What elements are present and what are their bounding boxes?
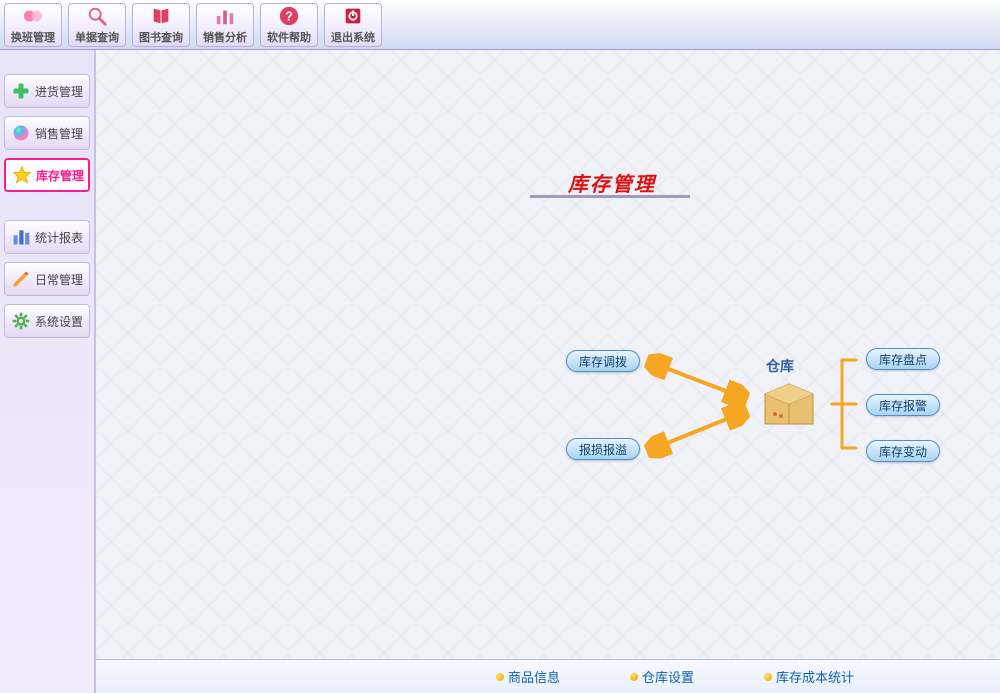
sidebar-reports-button[interactable]: 统计报表	[4, 220, 90, 254]
chart-icon	[214, 5, 236, 27]
footer-label: 库存成本统计	[776, 667, 854, 686]
footer-bar: 商品信息 仓库设置 库存成本统计	[96, 659, 1000, 693]
pill-loss-overflow[interactable]: 报损报溢	[566, 438, 640, 460]
toolbar-sales-analysis-button[interactable]: 销售分析	[196, 3, 254, 47]
plus-icon	[11, 81, 31, 101]
help-icon: ?	[278, 5, 300, 27]
toolbar-book-search-button[interactable]: 图书查询	[132, 3, 190, 47]
inventory-diagram: 库存调拨 报损报溢 仓库 库存盘点 库存报警 库存变动	[566, 310, 986, 490]
toolbar-shift-button[interactable]: 换班管理	[4, 3, 62, 47]
exit-icon	[342, 5, 364, 27]
bullet-icon	[764, 673, 772, 681]
pill-stock-check[interactable]: 库存盘点	[866, 348, 940, 370]
toolbar-exit-button[interactable]: 退出系统	[324, 3, 382, 47]
main-content: 库存管理 库存调拨 报损报溢 仓库 库存盘点 库存报警 库存	[95, 50, 1000, 693]
toolbar-label: 销售分析	[203, 29, 247, 45]
bracket-icon	[830, 350, 860, 458]
sidebar-purchase-button[interactable]: 进货管理	[4, 74, 90, 108]
toolbar-label: 单据查询	[75, 29, 119, 45]
search-icon	[86, 5, 108, 27]
pill-stock-change[interactable]: 库存变动	[866, 440, 940, 462]
book-icon	[150, 5, 172, 27]
pencil-icon	[11, 269, 31, 289]
footer-link-cost-stats[interactable]: 库存成本统计	[764, 667, 854, 686]
star-icon	[12, 165, 32, 185]
warehouse-box-icon	[761, 378, 817, 430]
svg-text:?: ?	[285, 8, 293, 23]
sidebar-label: 进货管理	[35, 83, 83, 100]
bars-icon	[11, 227, 31, 247]
toolbar-label: 换班管理	[11, 29, 55, 45]
warehouse-label: 仓库	[766, 356, 794, 376]
footer-label: 商品信息	[508, 667, 560, 686]
toolbar-help-button[interactable]: ? 软件帮助	[260, 3, 318, 47]
shift-icon	[22, 5, 44, 27]
footer-label: 仓库设置	[642, 667, 694, 686]
sidebar-inventory-button[interactable]: 库存管理	[4, 158, 90, 192]
sidebar-daily-button[interactable]: 日常管理	[4, 262, 90, 296]
toolbar-label: 软件帮助	[267, 29, 311, 45]
sidebar-label: 库存管理	[36, 167, 84, 184]
sidebar-label: 统计报表	[35, 229, 83, 246]
sidebar-settings-button[interactable]: 系统设置	[4, 304, 90, 338]
arrow-loss	[644, 402, 754, 462]
toolbar-label: 图书查询	[139, 29, 183, 45]
gear-icon	[11, 311, 31, 331]
toolbar-label: 退出系统	[331, 29, 375, 45]
bullet-icon	[496, 673, 504, 681]
sidebar-label: 销售管理	[35, 125, 83, 142]
arrow-transfer	[644, 350, 754, 410]
title-underline	[530, 195, 690, 198]
top-toolbar: 换班管理 单据查询 图书查询 销售分析 ? 软件帮助 退出系统	[0, 0, 1000, 50]
sidebar-sales-button[interactable]: 销售管理	[4, 116, 90, 150]
sphere-icon	[11, 123, 31, 143]
pill-stock-alert[interactable]: 库存报警	[866, 394, 940, 416]
pill-stock-transfer[interactable]: 库存调拨	[566, 350, 640, 372]
page-title: 库存管理	[568, 168, 656, 197]
sidebar: 进货管理 销售管理 库存管理 统计报表 日常管理 系统设置	[0, 50, 95, 693]
footer-link-product[interactable]: 商品信息	[496, 667, 560, 686]
toolbar-doc-search-button[interactable]: 单据查询	[68, 3, 126, 47]
sidebar-label: 系统设置	[35, 313, 83, 330]
bullet-icon	[630, 673, 638, 681]
footer-link-warehouse[interactable]: 仓库设置	[630, 667, 694, 686]
sidebar-label: 日常管理	[35, 271, 83, 288]
